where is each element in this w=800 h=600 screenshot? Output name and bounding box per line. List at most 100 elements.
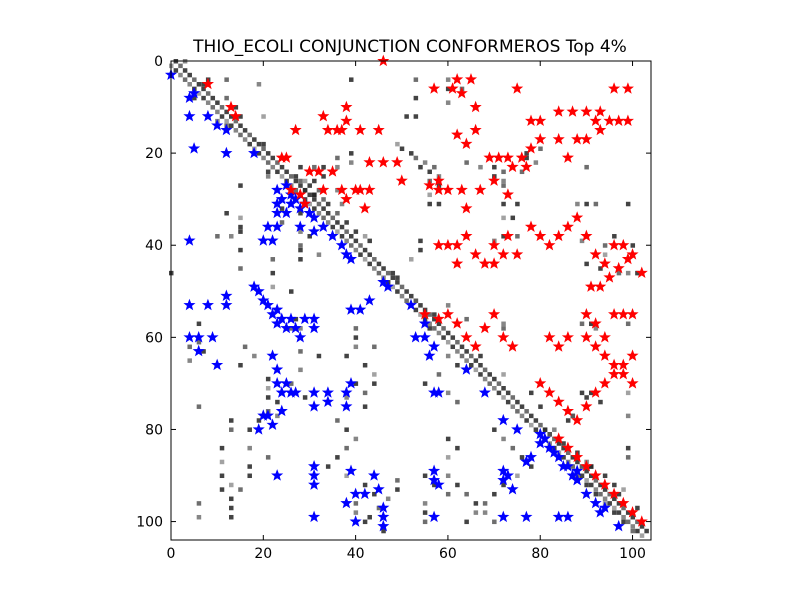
map-cell	[219, 105, 225, 110]
data-point	[621, 114, 634, 127]
data-point	[460, 363, 473, 375]
data-point	[271, 363, 284, 375]
map-cell	[349, 160, 354, 165]
map-cell	[482, 367, 488, 373]
data-point	[188, 86, 201, 99]
map-cell	[501, 482, 506, 488]
map-cell	[625, 519, 631, 525]
data-point	[455, 183, 468, 196]
map-cell	[238, 132, 243, 138]
map-cell	[201, 95, 206, 101]
map-cell	[238, 266, 243, 271]
map-cell	[353, 436, 359, 442]
map-cell	[372, 266, 377, 271]
map-cell	[298, 367, 303, 373]
map-cell	[464, 358, 469, 363]
map-cell	[307, 201, 312, 207]
data-point	[308, 312, 321, 325]
map-cell	[224, 77, 229, 82]
map-cell	[182, 68, 188, 73]
data-point	[428, 510, 441, 523]
map-cell	[450, 335, 456, 340]
map-cell	[247, 445, 252, 451]
data-point	[520, 160, 533, 173]
data-point	[275, 404, 288, 417]
map-cell	[275, 169, 280, 175]
map-cell	[593, 491, 599, 497]
data-point	[589, 469, 602, 481]
map-cell	[501, 372, 506, 377]
map-cell	[589, 464, 594, 469]
data-point	[451, 128, 464, 140]
map-cell	[196, 339, 202, 345]
map-cell	[298, 164, 303, 170]
map-cell	[413, 114, 419, 119]
data-point	[220, 298, 233, 311]
data-point	[469, 100, 482, 113]
data-point	[188, 142, 201, 154]
map-cell	[409, 293, 414, 299]
data-point	[534, 377, 547, 389]
map-cell	[265, 169, 271, 175]
series-0	[164, 68, 625, 532]
map-cell	[625, 413, 631, 419]
data-point	[589, 114, 602, 127]
x-tick-label: 60	[439, 546, 457, 562]
map-cell	[575, 201, 580, 207]
map-cell	[242, 137, 248, 142]
data-point	[303, 206, 316, 219]
map-cell	[478, 362, 483, 368]
map-cell	[644, 528, 649, 534]
data-point	[432, 174, 445, 186]
data-point	[534, 114, 547, 127]
map-cell	[612, 482, 617, 488]
map-cell	[607, 491, 612, 497]
plot-frame	[170, 60, 652, 541]
map-cell	[349, 151, 354, 156]
data-point	[418, 330, 431, 343]
map-cell	[201, 86, 206, 92]
data-point	[451, 317, 464, 329]
map-cell	[616, 491, 622, 497]
data-point	[340, 400, 353, 412]
map-cell	[256, 82, 262, 87]
data-point	[534, 229, 547, 242]
map-cell	[215, 100, 220, 105]
map-cell	[339, 201, 345, 207]
map-cell	[307, 192, 312, 198]
map-cell	[224, 210, 229, 216]
map-cell	[602, 243, 608, 248]
map-cell	[178, 63, 183, 69]
data-point	[363, 294, 376, 306]
map-cell	[445, 491, 451, 497]
data-point	[308, 510, 321, 523]
map-cell	[565, 418, 571, 423]
data-point	[372, 482, 385, 495]
map-cell	[224, 118, 229, 124]
map-cell	[598, 491, 603, 497]
data-point	[252, 284, 265, 297]
map-cell	[432, 164, 437, 170]
map-cell	[607, 501, 612, 506]
map-cell	[238, 183, 243, 188]
map-cell	[404, 289, 409, 294]
map-cell	[238, 362, 243, 368]
series-1	[201, 54, 648, 527]
data-point	[571, 413, 584, 426]
data-point	[598, 349, 611, 361]
data-point	[580, 307, 593, 320]
data-point	[294, 220, 307, 232]
map-cell	[229, 427, 234, 432]
data-point	[451, 73, 464, 85]
x-tick-label: 80	[531, 546, 549, 562]
data-point	[321, 395, 334, 407]
x-tick-label: 40	[347, 546, 365, 562]
map-cell	[625, 321, 631, 327]
map-cell	[602, 487, 608, 492]
map-cell	[321, 174, 326, 179]
map-cell	[409, 151, 414, 156]
map-cell	[510, 395, 516, 400]
data-point	[460, 137, 473, 150]
data-point	[349, 515, 362, 527]
data-point	[308, 211, 321, 223]
